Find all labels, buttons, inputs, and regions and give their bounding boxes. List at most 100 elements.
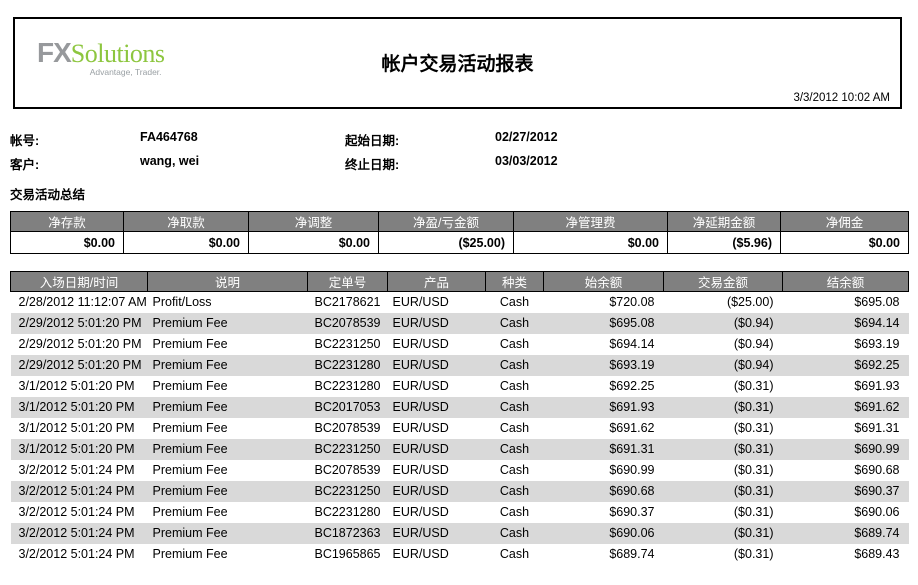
report-title: 帐户交易活动报表 [381,54,534,75]
start-date-value: 02/27/2012 [495,130,558,144]
end-date-label: 终止日期: [345,158,400,172]
net-deposits-value: $0.00 [10,231,124,254]
product: EUR/USD [392,421,449,435]
transaction-amount: ($0.31) [733,442,774,456]
order-number: BC1965865 [314,547,381,561]
product: EUR/USD [392,358,449,372]
end-date-value: 03/03/2012 [495,154,558,168]
beginning-balance: $695.08 [609,316,655,330]
transaction-row: 2/29/2012 5:01:20 PM Premium Fee BC2078539… [10,312,909,334]
transaction-col-header: 结余额 [782,271,909,292]
order-number: BC2231280 [314,379,381,393]
order-number: BC2078539 [314,421,381,435]
report-header-box: FXSolutions Advantage, Trader. 帐户交易活动报表 … [13,17,902,109]
type: Cash [499,337,530,351]
description: Premium Fee [152,547,228,561]
product: EUR/USD [392,400,449,414]
beginning-balance: $690.37 [609,505,655,519]
transaction-row: 3/1/2012 5:01:20 PM Premium Fee BC2078539 E… [11,418,909,439]
beginning-balance: $690.68 [609,484,655,498]
transaction-amount: ($0.31) [733,379,774,393]
summary-section-title: 交易活动总结 [10,188,86,202]
order-number: BC2231250 [314,484,381,498]
product: EUR/USD [392,295,449,310]
transaction-header-row: 入场日期/时间 说明 定单号 产品 种类 始余额 交易金额 结余额 [10,271,909,292]
transaction-row: 3/2/2012 5:01:24 PM Premium Fee BC2078539 E… [11,460,909,481]
transaction-row: 3/1/2012 5:01:20 PM Premium Fee BC2231280 E… [11,376,909,397]
product: EUR/USD [392,337,449,351]
ending-balance: $690.99 [854,442,900,456]
description: Premium Fee [152,463,228,477]
order-number: BC2178621 [314,295,381,310]
type: Cash [499,463,530,477]
net-commission-value: $0.00 [780,231,909,254]
transaction-row: 3/1/2012 5:01:20 PM Premium Fee BC2231250 E… [10,438,909,460]
description: Premium Fee [152,484,228,498]
logo-tagline: Advantage, Trader. [89,67,162,77]
product: EUR/USD [392,316,449,330]
description: Premium Fee [152,421,228,435]
entry-datetime: 3/2/2012 5:01:24 PM [18,547,135,561]
transactions-table: 入场日期/时间 说明 定单号 产品 种类 始余额 交易金额 结余额 2/28/2012 11:1… [10,271,909,565]
ending-balance: $689.74 [854,526,900,540]
description: Premium Fee [152,358,228,372]
summary-col-header: 净延期金额 [667,211,781,232]
ending-balance: $690.68 [854,463,900,477]
customer-label: 客户: [10,158,40,172]
transaction-col-header: 种类 [485,271,544,292]
logo-solutions-text: Solutions [70,39,165,68]
entry-datetime: 2/28/2012 11:12:07 AM [18,295,147,310]
beginning-balance: $690.06 [609,526,655,540]
order-number: BC2231280 [314,358,381,372]
description: Premium Fee [152,526,228,540]
order-number: BC2231280 [314,505,381,519]
type: Cash [499,421,530,435]
transaction-amount: ($25.00) [726,295,774,310]
entry-datetime: 3/2/2012 5:01:24 PM [18,463,135,477]
beginning-balance: $692.25 [609,379,655,393]
entry-datetime: 3/1/2012 5:01:20 PM [18,400,135,414]
ending-balance: $691.62 [854,400,900,414]
order-number: BC2231250 [314,337,381,351]
net-management-fee-value: $0.00 [513,231,668,254]
transaction-row: 2/29/2012 5:01:20 PM Premium Fee BC2231280… [10,354,909,376]
description: Premium Fee [152,379,228,393]
entry-datetime: 2/29/2012 5:01:20 PM [18,337,142,351]
beginning-balance: $691.93 [609,400,655,414]
type: Cash [499,547,530,561]
summary-col-header: 净管理费 [513,211,668,232]
transaction-row: 3/2/2012 5:01:24 PM Premium Fee BC2231250 E… [10,480,909,502]
transaction-row: 3/2/2012 5:01:24 PM Premium Fee BC1872363 E… [10,522,909,544]
transaction-col-header: 产品 [387,271,486,292]
type: Cash [499,484,530,498]
beginning-balance: $691.31 [609,442,655,456]
type: Cash [499,400,530,414]
type: Cash [499,442,530,456]
net-withdrawals-value: $0.00 [123,231,249,254]
entry-datetime: 3/2/2012 5:01:24 PM [18,526,135,540]
logo-wordmark: FXSolutions [37,39,165,67]
type: Cash [499,295,530,310]
transaction-row: 2/29/2012 5:01:20 PM Premium Fee BC2231250… [11,334,909,355]
order-number: BC2017053 [314,400,381,414]
product: EUR/USD [392,547,449,561]
type: Cash [499,358,530,372]
product: EUR/USD [392,442,449,456]
entry-datetime: 3/1/2012 5:01:20 PM [18,379,135,393]
summary-col-header: 净盈/亏金额 [378,211,514,232]
beginning-balance: $690.99 [609,463,655,477]
entry-datetime: 2/29/2012 5:01:20 PM [18,358,142,372]
order-number: BC1872363 [314,526,381,540]
entry-datetime: 3/1/2012 5:01:20 PM [18,442,135,456]
description: Premium Fee [152,337,228,351]
description: Premium Fee [152,442,228,456]
account-number-value: FA464768 [140,130,198,144]
transaction-amount: ($0.31) [733,463,774,477]
ending-balance: $693.19 [854,337,900,351]
transaction-amount: ($0.31) [733,505,774,519]
transaction-amount: ($0.31) [733,484,774,498]
type: Cash [499,505,530,519]
start-date-label: 起始日期: [345,134,400,148]
entry-datetime: 3/2/2012 5:01:24 PM [18,484,135,498]
beginning-balance: $720.08 [609,295,655,310]
